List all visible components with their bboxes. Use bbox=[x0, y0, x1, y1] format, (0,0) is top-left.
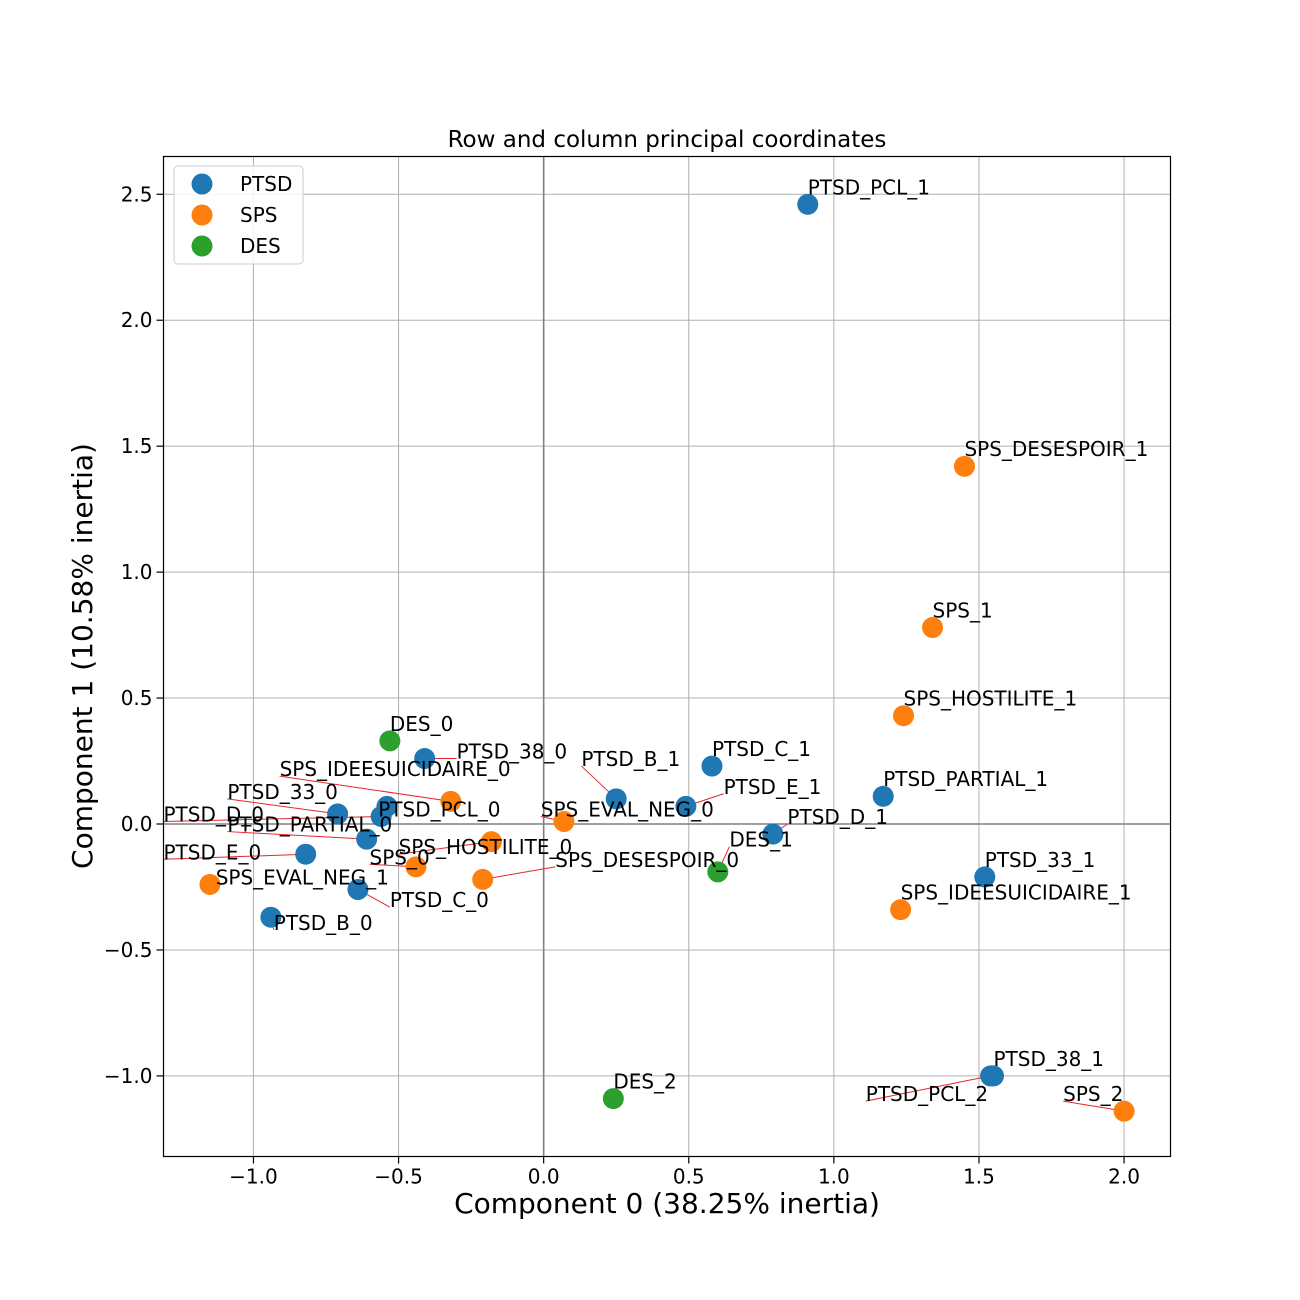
point-ptsd-38-0 bbox=[414, 748, 436, 770]
legend-marker-des bbox=[191, 235, 213, 257]
label-sps-desespoir-0: SPS_DESESPOIR_0 bbox=[555, 848, 739, 872]
point-sps-eval-neg-1 bbox=[199, 873, 221, 895]
label-sps-ideesuicidaire-1: SPS_IDEESUICIDAIRE_1 bbox=[901, 881, 1132, 905]
legend-label-sps: SPS bbox=[240, 203, 277, 227]
point-sps-eval-neg-0 bbox=[553, 810, 575, 832]
x-tick-label: −1.0 bbox=[229, 1165, 278, 1189]
label-ptsd-e-0: PTSD_E_0 bbox=[164, 840, 262, 864]
point-ptsd-partial-0 bbox=[356, 828, 378, 850]
label-sps-desespoir-1: SPS_DESESPOIR_1 bbox=[964, 437, 1148, 461]
x-tick-label: 1.5 bbox=[963, 1165, 995, 1189]
point-des-1 bbox=[707, 861, 729, 883]
x-tick-label: −0.5 bbox=[374, 1165, 423, 1189]
y-tick-label: −0.5 bbox=[104, 938, 153, 962]
point-sps-ideesuicidaire-1 bbox=[890, 899, 912, 921]
x-axis-label: Component 0 (38.25% inertia) bbox=[454, 1187, 880, 1220]
y-tick-label: 1.0 bbox=[121, 560, 153, 584]
label-des-0: DES_0 bbox=[390, 712, 453, 736]
arrow-ptsd-partial-0 bbox=[227, 831, 367, 840]
label-ptsd-partial-0: PTSD_PARTIAL_0 bbox=[227, 813, 392, 837]
label-sps-eval-neg-1: SPS_EVAL_NEG_1 bbox=[216, 865, 389, 889]
plot-frame bbox=[162, 155, 1172, 1158]
x-tick-label: 0.0 bbox=[528, 1165, 560, 1189]
label-ptsd-pcl-2: PTSD_PCL_2 bbox=[866, 1082, 988, 1106]
point-ptsd-e-0 bbox=[295, 843, 317, 865]
legend-label-ptsd: PTSD bbox=[240, 172, 292, 196]
point-ptsd-c-0 bbox=[347, 878, 369, 900]
label-sps-1: SPS_1 bbox=[933, 598, 993, 622]
label-ptsd-pcl-0: PTSD_PCL_0 bbox=[378, 797, 500, 821]
point-sps-0 bbox=[405, 856, 427, 878]
label-sps-hostilite-0: SPS_HOSTILITE_0 bbox=[399, 835, 573, 859]
point-sps-desespoir-0 bbox=[472, 868, 494, 890]
legend-marker-sps bbox=[191, 204, 213, 226]
y-tick-label: −1.0 bbox=[104, 1064, 153, 1088]
label-des-1: DES_1 bbox=[729, 828, 792, 852]
label-ptsd-c-0: PTSD_C_0 bbox=[390, 888, 489, 912]
point-ptsd-d-1 bbox=[762, 823, 784, 845]
point-sps-hostilite-0 bbox=[480, 831, 502, 853]
x-tick-label: 1.0 bbox=[818, 1165, 850, 1189]
point-ptsd-b-0 bbox=[260, 906, 282, 928]
y-tick-label: 2.0 bbox=[121, 308, 153, 332]
x-tick-label: 0.5 bbox=[673, 1165, 705, 1189]
point-ptsd-b-1 bbox=[605, 788, 627, 810]
label-ptsd-e-1: PTSD_E_1 bbox=[724, 775, 822, 799]
label-sps-0: SPS_0 bbox=[370, 845, 430, 869]
legend-marker-ptsd bbox=[191, 173, 213, 195]
label-ptsd-pcl-1: PTSD_PCL_1 bbox=[808, 175, 930, 199]
arrow-ptsd-pcl-2 bbox=[865, 1075, 991, 1102]
arrow-ptsd-e-0 bbox=[163, 853, 306, 860]
point-ptsd-33-0 bbox=[327, 803, 349, 825]
label-sps-2: SPS_2 bbox=[1063, 1082, 1123, 1106]
label-sps-ideesuicidaire-0: SPS_IDEESUICIDAIRE_0 bbox=[280, 757, 511, 781]
y-tick-label: 0.5 bbox=[121, 686, 153, 710]
x-tick-label: 2.0 bbox=[1108, 1165, 1140, 1189]
point-ptsd-e-1 bbox=[675, 795, 697, 817]
y-tick-label: 2.5 bbox=[121, 182, 153, 206]
x-axis-ticks: −1.0 −0.5 0.0 0.5 1.0 1.5 2.0 bbox=[229, 1156, 1140, 1189]
label-sps-hostilite-1: SPS_HOSTILITE_1 bbox=[904, 687, 1078, 711]
arrow-sps-hostilite-0 bbox=[398, 841, 492, 855]
y-axis-label: Component 1 (10.58% inertia) bbox=[66, 443, 99, 869]
y-tick-label: 0.0 bbox=[121, 812, 153, 836]
point-sps-2 bbox=[1113, 1100, 1135, 1122]
point-labels: PTSD_PCL_1 PTSD_38_0 PTSD_B_1 PTSD_C_1 PTSD_… bbox=[164, 175, 1149, 1106]
point-sps-1 bbox=[922, 617, 944, 639]
point-ptsd-pcl-2 bbox=[980, 1065, 1002, 1087]
point-ptsd-d-0 bbox=[370, 805, 392, 827]
point-sps-desespoir-1 bbox=[953, 455, 975, 477]
point-des-0 bbox=[379, 730, 401, 752]
label-ptsd-d-1: PTSD_D_1 bbox=[787, 805, 888, 829]
arrow-sps-desespoir-0 bbox=[482, 866, 556, 880]
label-ptsd-c-1: PTSD_C_1 bbox=[712, 737, 811, 761]
legend: PTSD SPS DES bbox=[173, 165, 304, 265]
point-ptsd-33-1 bbox=[974, 866, 996, 888]
legend-label-des: DES bbox=[240, 234, 281, 258]
label-ptsd-partial-1: PTSD_PARTIAL_1 bbox=[883, 767, 1048, 791]
label-sps-eval-neg-0: SPS_EVAL_NEG_0 bbox=[541, 797, 714, 821]
label-ptsd-d-0: PTSD_D_0 bbox=[164, 802, 265, 826]
point-sps-hostilite-1 bbox=[893, 705, 915, 727]
point-sps-ideesuicidaire-0 bbox=[440, 790, 462, 812]
point-ptsd-partial-1 bbox=[872, 785, 894, 807]
arrow-sps-ideesuicidaire-0 bbox=[279, 775, 451, 802]
reference-lines bbox=[163, 156, 1171, 1157]
point-ptsd-pcl-1 bbox=[797, 193, 819, 215]
label-ptsd-38-0: PTSD_38_0 bbox=[457, 740, 568, 764]
data-points bbox=[199, 193, 1135, 1122]
point-des-2 bbox=[602, 1088, 624, 1110]
label-ptsd-33-1: PTSD_33_1 bbox=[985, 848, 1096, 872]
label-des-2: DES_2 bbox=[613, 1069, 676, 1093]
label-ptsd-38-1: PTSD_38_1 bbox=[993, 1047, 1104, 1071]
arrow-ptsd-33-0 bbox=[227, 798, 338, 815]
y-axis-ticks: −1.0 −0.5 0.0 0.5 1.0 1.5 2.0 2.5 bbox=[104, 182, 164, 1088]
point-ptsd-c-1 bbox=[701, 755, 723, 777]
y-tick-label: 1.5 bbox=[121, 434, 153, 458]
label-ptsd-b-0: PTSD_B_0 bbox=[274, 911, 373, 935]
label-ptsd-b-1: PTSD_B_1 bbox=[581, 747, 680, 771]
chart-title: Row and column principal coordinates bbox=[448, 127, 887, 153]
label-ptsd-33-0: PTSD_33_0 bbox=[227, 780, 338, 804]
